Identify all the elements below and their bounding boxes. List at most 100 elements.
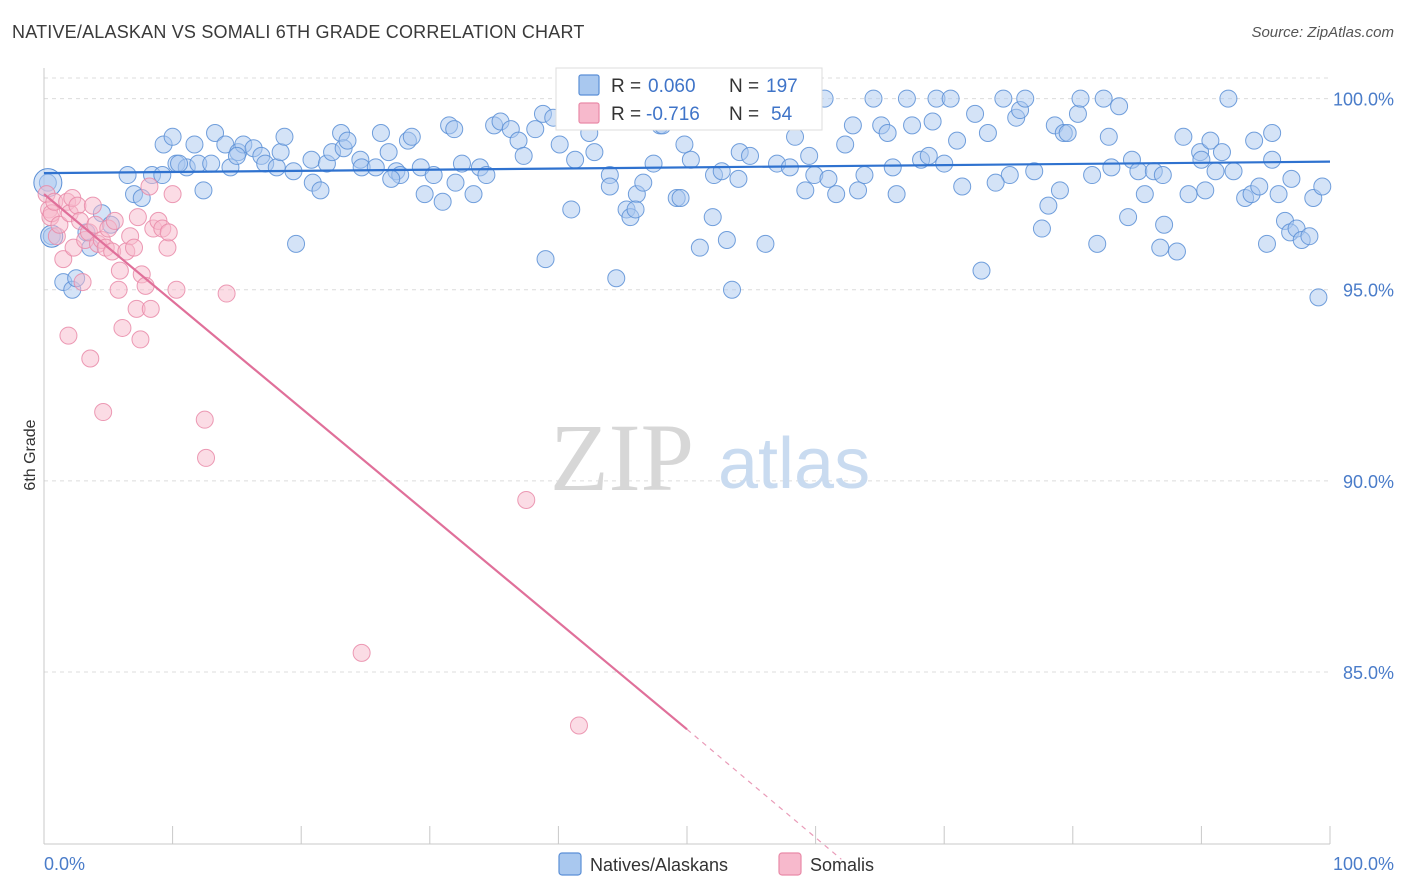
natives-alaskans-point [1088,234,1107,253]
watermark-atlas: atlas [718,424,870,504]
legend-label-natives: Natives/Alaskans [590,855,728,875]
natives-alaskans-point [562,200,581,219]
natives-alaskans-point [1032,219,1051,238]
natives-alaskans-point [717,231,736,250]
natives-alaskans-point [267,158,286,177]
natives-alaskans-point [1000,166,1019,185]
y-tick-label-95: 95.0% [1343,281,1394,301]
natives-alaskans-point [433,192,452,211]
natives-alaskans-point [1119,208,1138,227]
natives-alaskans-point [1016,89,1035,108]
natives-alaskans-point [566,150,585,169]
legend-swatch-somalis [778,852,802,876]
natives-alaskans-point [1153,166,1172,185]
y-tick-label-100: 100.0% [1333,90,1394,110]
natives-alaskans-point [1155,215,1174,234]
natives-alaskans-point [1196,181,1215,200]
natives-alaskans-point [986,173,1005,192]
natives-alaskans-point [311,181,330,200]
natives-alaskans-point [366,158,385,177]
somalis-point [131,330,150,349]
source-credit: Source: ZipAtlas.com [1251,24,1394,41]
natives-alaskans-point [903,116,922,135]
natives-alaskans-point [185,135,204,154]
somalis-point [54,250,73,269]
natives-alaskans-point [1025,162,1044,181]
somalis-point [517,490,536,509]
natives-alaskans-point [153,166,172,185]
somalis-point [217,284,236,303]
natives-alaskans-point [1110,97,1129,116]
natives-alaskans-point [338,131,357,150]
trend-line-somalis [43,193,688,731]
natives-alaskans-point [194,181,213,200]
natives-alaskans-point [878,123,897,142]
natives-alaskans-point [919,146,938,165]
legend-swatch-natives [558,852,582,876]
natives-alaskans-point [118,166,137,185]
natives-alaskans-point [923,112,942,131]
natives-alaskans-point [941,89,960,108]
natives-alaskans-point [1263,150,1282,169]
natives-alaskans-point [1300,227,1319,246]
natives-alaskans-point [1219,89,1238,108]
stats-blue-n-label: N = [729,76,759,97]
natives-alaskans-point [1102,158,1121,177]
somalis-point [195,410,214,429]
natives-alaskans-point [634,173,653,192]
natives-alaskans-point [452,154,471,173]
watermark-zip: ZIP [550,404,694,511]
chart-title: NATIVE/ALASKAN VS SOMALI 6TH GRADE CORRE… [12,22,585,42]
natives-alaskans-point [302,150,321,169]
stats-box: R = 0.060 N = 197 R = -0.716 N = 54 [555,67,823,131]
somalis-point [163,185,182,204]
stats-pink-n-label: N = [729,104,759,125]
natives-alaskans-point [446,173,465,192]
natives-alaskans-point [883,158,902,177]
natives-alaskans-point [796,181,815,200]
natives-alaskans-point [536,250,555,269]
natives-alaskans-point [644,154,663,173]
somalis-point [141,299,160,318]
stats-pink-r-value: -0.716 [646,104,700,125]
somalis-point [50,215,69,234]
y-tick-label-85: 85.0% [1343,663,1394,683]
natives-alaskans-point [1257,234,1276,253]
natives-alaskans-point [756,234,775,253]
somalis-point [167,280,186,299]
natives-alaskans-point [1151,238,1170,257]
natives-alaskans-point [972,261,991,280]
somalis-point [197,448,216,467]
stats-swatch-blue [578,74,600,96]
natives-alaskans-point [1167,242,1186,261]
somalis-point [83,196,102,215]
legend-label-somalis: Somalis [810,855,874,875]
natives-alaskans-point [1224,162,1243,181]
natives-alaskans-point [897,89,916,108]
natives-alaskans-point [1071,89,1090,108]
stats-pink-r-label: R = [611,104,641,125]
somalis-point [159,223,178,242]
natives-alaskans-point [966,104,985,123]
somalis-point [109,280,128,299]
trend-line-somalis-extrapolated [686,728,842,860]
natives-alaskans-point [415,185,434,204]
natives-alaskans-point [585,143,604,162]
natives-alaskans-point [994,89,1013,108]
natives-alaskans-point [690,238,709,257]
stats-blue-n-value: 197 [766,76,798,97]
somalis-point [140,177,159,196]
somalis-point [352,643,371,662]
natives-alaskans-point [1174,127,1193,146]
natives-alaskans-point [671,188,690,207]
natives-alaskans-point [1068,104,1087,123]
natives-alaskans-point [1099,127,1118,146]
natives-alaskans-point [1282,169,1301,188]
natives-alaskans-point [978,123,997,142]
natives-alaskans-point [1129,162,1148,181]
natives-alaskans-point [275,127,294,146]
natives-alaskans-point [855,166,874,185]
natives-alaskans-point [1135,185,1154,204]
natives-alaskans-point [864,89,883,108]
somalis-point [81,349,100,368]
